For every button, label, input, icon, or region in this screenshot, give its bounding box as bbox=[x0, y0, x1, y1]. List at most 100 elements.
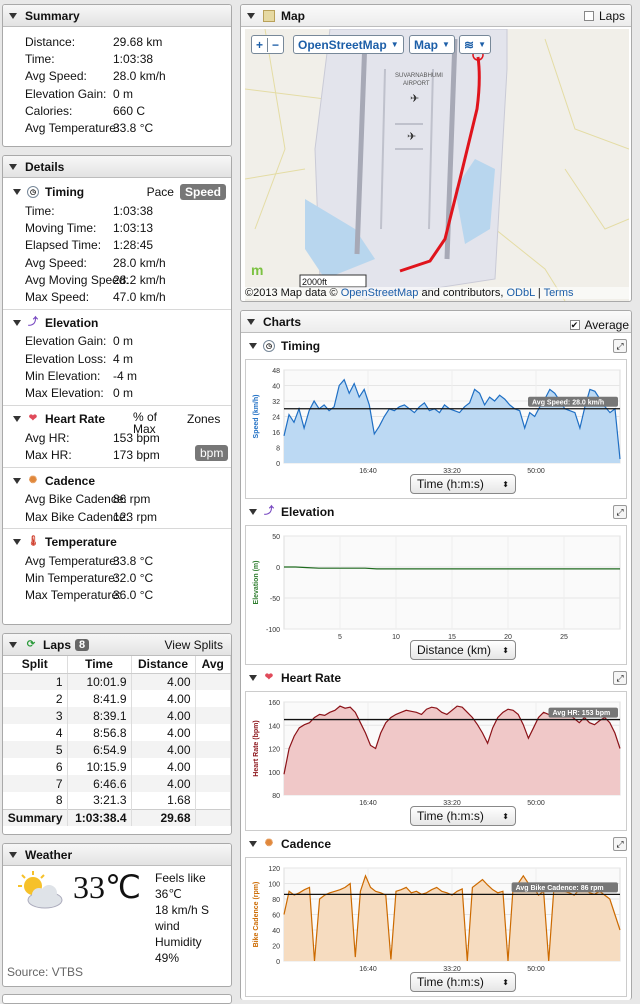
heart-rate-chart-header[interactable]: ❤ Heart Rate bbox=[241, 667, 631, 689]
y-tick-label: 80 bbox=[272, 793, 280, 800]
cadence-section-header[interactable]: ✺ Cadence bbox=[3, 471, 231, 491]
x-axis-select[interactable]: Time (h:m:s) ⬍ bbox=[410, 474, 516, 494]
collapse-icon[interactable] bbox=[9, 641, 17, 648]
elevation-chart-header[interactable]: ⤴ Elevation bbox=[241, 501, 631, 523]
series-area bbox=[284, 875, 620, 961]
cadence-chart-header[interactable]: ✺ Cadence bbox=[241, 833, 631, 855]
average-badge-bg bbox=[548, 707, 618, 718]
row-key: Avg Speed: bbox=[25, 69, 87, 84]
row-key: Time: bbox=[25, 203, 55, 218]
cell: 4.00 bbox=[131, 741, 196, 758]
details-header[interactable]: Details bbox=[3, 156, 231, 178]
elevation-section-header[interactable]: ⤴ Elevation bbox=[3, 313, 231, 333]
row-key: Avg HR: bbox=[25, 430, 70, 445]
column-header[interactable]: Avg bbox=[195, 656, 231, 674]
wind-value: 18 km/h S bbox=[155, 903, 210, 917]
collapse-icon[interactable] bbox=[247, 12, 255, 19]
pace-toggle[interactable]: Pace bbox=[146, 185, 174, 199]
temperature-section-header[interactable]: 🌡 Temperature bbox=[3, 532, 231, 552]
chart-title: Elevation bbox=[281, 505, 335, 519]
collapse-icon[interactable] bbox=[13, 319, 21, 326]
table-row[interactable]: 4 8:56.8 4.00 bbox=[3, 724, 231, 741]
y-tick-label: -50 bbox=[270, 596, 280, 603]
row-value: 29.68 km bbox=[113, 34, 163, 49]
elevation-icon: ⤴ bbox=[28, 316, 38, 328]
expand-icon[interactable]: ⤢ bbox=[613, 837, 627, 851]
bpm-toggle[interactable]: bpm bbox=[195, 444, 229, 461]
percent-of-max-toggle[interactable]: % of Max bbox=[133, 409, 158, 436]
timing-chart-header[interactable]: ◷ Timing bbox=[241, 335, 631, 357]
table-row[interactable]: 6 10:15.9 4.00 bbox=[3, 758, 231, 775]
row-key: Elevation Gain: bbox=[25, 86, 107, 101]
column-header[interactable]: Distance bbox=[131, 656, 196, 674]
table-row[interactable]: 3 8:39.1 4.00 bbox=[3, 707, 231, 724]
zoom-out-button[interactable]: − bbox=[272, 37, 280, 52]
y-tick-label: 0 bbox=[276, 959, 280, 966]
summary-header[interactable]: Summary bbox=[3, 5, 231, 27]
layers-button[interactable]: ≋ ▼ bbox=[459, 35, 491, 54]
laps-checkbox[interactable] bbox=[583, 10, 594, 21]
collapse-icon[interactable] bbox=[247, 318, 255, 325]
table-row[interactable]: 7 6:46.6 4.00 bbox=[3, 775, 231, 792]
table-row[interactable]: 1 10:01.9 4.00 bbox=[3, 673, 231, 690]
summary-row[interactable]: Summary 1:03:38.4 29.68 bbox=[3, 808, 231, 826]
table-row[interactable]: 8 3:21.3 1.68 bbox=[3, 792, 231, 809]
clock-icon: ◷ bbox=[263, 340, 275, 352]
table-row[interactable]: 5 6:54.9 4.00 bbox=[3, 741, 231, 758]
expand-icon[interactable]: ⤢ bbox=[613, 339, 627, 353]
y-tick-label: 0 bbox=[276, 461, 280, 468]
x-tick-label: 33:20 bbox=[443, 468, 461, 475]
layer-select[interactable]: OpenStreetMap ▼ bbox=[293, 35, 404, 54]
collapse-icon[interactable] bbox=[249, 509, 257, 515]
map-attribution: ©2013 Map data © OpenStreetMap and contr… bbox=[245, 287, 629, 299]
timing-section-header[interactable]: ◷ Timing Pace Speed bbox=[3, 182, 231, 202]
section-title: Elevation bbox=[45, 315, 99, 330]
view-splits-link[interactable]: View Splits bbox=[164, 637, 223, 652]
cell: 4.00 bbox=[131, 690, 196, 707]
zones-toggle[interactable]: Zones bbox=[187, 411, 221, 426]
odbl-link[interactable]: ODbL bbox=[506, 287, 535, 299]
charts-header[interactable]: Charts ✔ Average bbox=[241, 311, 631, 333]
collapse-icon[interactable] bbox=[249, 841, 257, 847]
weather-details: Feels like 36℃ 18 km/h S wind Humidity 4… bbox=[155, 870, 209, 966]
x-axis-select[interactable]: Time (h:m:s) ⬍ bbox=[410, 806, 516, 826]
map-canvas[interactable]: SUVARNABHUMI AIRPORT ✈ ✈ m + − OpenStreetM… bbox=[245, 29, 629, 301]
collapse-icon[interactable] bbox=[9, 12, 17, 19]
summary-rows: Distance: 29.68 km Time: 1:03:38 Avg Speed… bbox=[3, 27, 231, 137]
table-row[interactable]: 2 8:41.9 4.00 bbox=[3, 690, 231, 707]
heart-rate-section-header[interactable]: ❤ Heart Rate % of Max Zones bbox=[3, 409, 231, 435]
average-checkbox[interactable]: ✔ bbox=[569, 319, 580, 330]
cell: 6 bbox=[3, 758, 68, 775]
zoom-in-button[interactable]: + bbox=[252, 37, 269, 52]
collapse-icon[interactable] bbox=[9, 851, 17, 858]
laps-header[interactable]: ⟳ Laps 8 View Splits bbox=[3, 634, 231, 656]
expand-icon[interactable]: ⤢ bbox=[613, 671, 627, 685]
speed-toggle[interactable]: Speed bbox=[179, 184, 226, 200]
cell: 1.68 bbox=[131, 792, 196, 809]
collapse-icon[interactable] bbox=[13, 539, 21, 546]
collapse-icon[interactable] bbox=[249, 675, 257, 681]
expand-icon[interactable]: ⤢ bbox=[613, 505, 627, 519]
collapse-icon[interactable] bbox=[13, 415, 21, 422]
collapse-icon[interactable] bbox=[13, 477, 21, 484]
summary-row: Time: 1:03:38 bbox=[3, 50, 231, 67]
map-type-select[interactable]: Map ▼ bbox=[409, 35, 455, 54]
x-axis-select[interactable]: Distance (km) ⬍ bbox=[410, 640, 516, 660]
cell: 3:21.3 bbox=[67, 792, 132, 809]
collapse-icon[interactable] bbox=[249, 343, 257, 349]
x-axis-select[interactable]: Time (h:m:s) ⬍ bbox=[410, 972, 516, 992]
collapse-icon[interactable] bbox=[13, 189, 21, 195]
collapse-icon[interactable] bbox=[9, 163, 17, 170]
feels-like-value: 36℃ bbox=[155, 887, 182, 901]
weather-header[interactable]: Weather bbox=[3, 844, 231, 866]
laps-title: Laps bbox=[43, 637, 72, 652]
map-header[interactable]: Map Laps bbox=[241, 5, 631, 27]
column-header[interactable]: Time bbox=[67, 656, 132, 674]
divider bbox=[3, 404, 231, 406]
stepper-icon: ⬍ bbox=[502, 977, 509, 987]
terms-link[interactable]: Terms bbox=[543, 287, 574, 299]
y-tick-label: -100 bbox=[266, 627, 280, 634]
osm-link[interactable]: OpenStreetMap bbox=[340, 287, 419, 299]
column-header[interactable]: Split bbox=[3, 656, 68, 674]
y-tick-label: 40 bbox=[272, 928, 280, 935]
